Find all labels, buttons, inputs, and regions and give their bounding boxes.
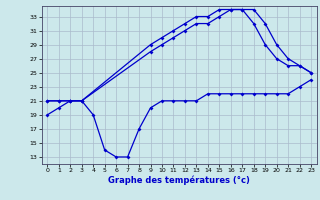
- X-axis label: Graphe des températures (°c): Graphe des températures (°c): [108, 176, 250, 185]
